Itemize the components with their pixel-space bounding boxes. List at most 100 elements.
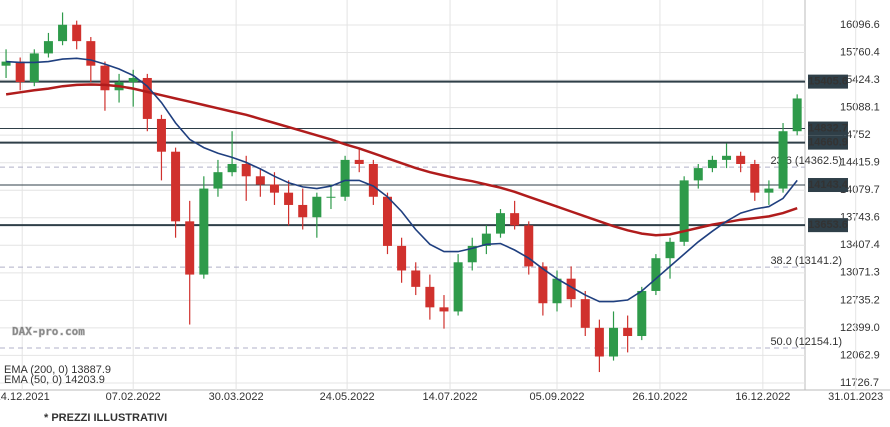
x-tick-label: 24.05.2022 — [320, 391, 375, 403]
candle-body — [707, 159, 717, 169]
candle-body — [241, 163, 251, 177]
candle-body — [1, 61, 11, 66]
y-tick-label: 15760.4 — [840, 46, 880, 58]
x-tick-label: 05.09.2022 — [529, 391, 584, 403]
plot-background — [0, 0, 890, 400]
candle-body — [269, 184, 279, 193]
candle-body — [510, 213, 520, 226]
candle-body — [312, 196, 322, 218]
y-tick-label: 13407.4 — [840, 239, 880, 251]
candle-body — [623, 327, 633, 337]
candle-body — [566, 278, 576, 300]
candle-body — [778, 131, 788, 189]
candle-body — [411, 270, 421, 287]
level-box — [808, 74, 848, 89]
candle-body — [750, 163, 760, 193]
y-tick-label: 13071.3 — [840, 267, 880, 279]
candle-body — [792, 98, 802, 132]
candle-body — [354, 159, 364, 164]
candle-body — [100, 65, 110, 91]
candle-body — [722, 155, 732, 160]
candle-body — [43, 41, 53, 54]
candle-body — [58, 24, 68, 42]
candle-body — [651, 258, 661, 291]
candle-body — [736, 155, 746, 164]
candle-body — [213, 172, 223, 189]
candle-body — [552, 278, 562, 304]
level-label: 14660.9 — [808, 137, 848, 149]
level-box — [808, 178, 848, 193]
x-tick-label: 14.07.2022 — [423, 391, 478, 403]
candle-body — [86, 41, 96, 66]
x-tick-label: 14.12.2021 — [0, 391, 50, 403]
candle-body — [368, 163, 378, 197]
candle-body — [665, 241, 675, 259]
watermark: DAX-pro.com — [12, 325, 85, 338]
x-tick-label: 26.10.2022 — [632, 391, 687, 403]
candle-body — [580, 299, 590, 328]
candle-body — [637, 290, 647, 337]
fib-label: 23.6 (14362.5) — [770, 155, 842, 167]
candle-body — [29, 53, 39, 83]
candle-body — [340, 159, 350, 197]
candle-body — [128, 77, 138, 83]
candle-body — [227, 163, 237, 173]
y-tick-label: 16096.6 — [840, 19, 880, 31]
candle-body — [538, 266, 548, 304]
y-tick-label: 15424.3 — [840, 74, 880, 86]
candle-body — [764, 188, 774, 193]
candle-body — [156, 118, 166, 152]
level-box — [808, 135, 848, 150]
y-tick-label: 13743.6 — [840, 212, 880, 224]
y-tick-label: 14415.9 — [840, 157, 880, 169]
level-label: 14143.4 — [808, 179, 849, 191]
fib-label: 50.0 (12154.1) — [770, 336, 842, 348]
candle-body — [171, 151, 181, 222]
candle-body — [185, 221, 195, 275]
level-label: 15405.6 — [808, 76, 848, 88]
y-tick-label: 12062.9 — [840, 349, 880, 361]
y-tick-label: 15088.1 — [840, 102, 880, 114]
y-tick-label: 12399.0 — [840, 322, 880, 334]
candle-body — [255, 176, 265, 185]
ema-line — [6, 57, 798, 303]
candle-body — [298, 204, 308, 218]
candle-body — [594, 327, 604, 357]
legend-entry: EMA (50, 0) 14203.9 — [4, 374, 105, 386]
candle-body — [425, 286, 435, 308]
candle-body — [382, 196, 392, 246]
x-tick-label: 16.12.2022 — [735, 391, 790, 403]
level-box — [808, 218, 848, 233]
candle-body — [467, 245, 477, 263]
candle-body — [142, 77, 152, 119]
candles — [1, 12, 802, 373]
footnote: * PREZZI ILLUSTRATIVI — [44, 412, 167, 424]
y-tick-label: 14079.7 — [840, 184, 880, 196]
x-tick-label: 07.02.2022 — [106, 391, 161, 403]
level-label: 13653.6 — [808, 219, 848, 231]
x-tick-label: 30.03.2022 — [209, 391, 264, 403]
candle-body — [72, 24, 82, 42]
candle-body — [524, 225, 534, 267]
ema-line — [5, 83, 798, 237]
candle-body — [397, 245, 407, 271]
candle-body — [199, 188, 209, 275]
x-tick-label: 31.01.2023 — [828, 391, 883, 403]
candle-body — [284, 192, 294, 205]
candle-body — [609, 327, 619, 357]
candle-body — [495, 213, 505, 234]
candle-body — [15, 61, 25, 83]
candle-body — [439, 307, 449, 312]
candle-body — [453, 262, 463, 312]
level-label: 14832.7 — [808, 122, 848, 134]
legend-entry: EMA (200, 0) 13887.9 — [4, 364, 111, 376]
level-box — [808, 121, 848, 136]
candle-body — [481, 233, 491, 246]
fib-label: 38.2 (13141.2) — [770, 255, 842, 267]
candle-body — [693, 168, 703, 181]
candle-body — [679, 180, 689, 242]
y-tick-label: 11726.7 — [840, 377, 879, 389]
candle-body — [326, 196, 336, 198]
